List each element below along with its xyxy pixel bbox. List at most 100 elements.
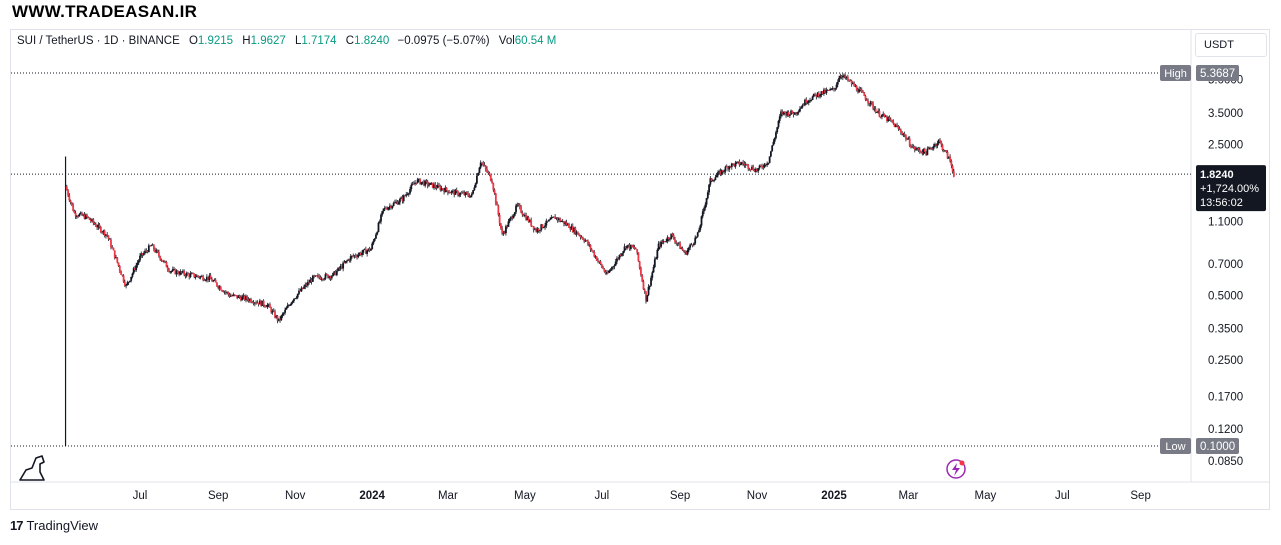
- candle-body: [888, 117, 891, 120]
- candle-body: [269, 304, 271, 308]
- tradingview-brand[interactable]: TradingView: [26, 518, 99, 533]
- candle-body: [693, 243, 695, 245]
- candle-body: [430, 182, 433, 184]
- candle-body: [393, 202, 396, 204]
- candle-body: [529, 219, 531, 222]
- candle-body: [354, 255, 357, 257]
- candle-body: [761, 165, 763, 168]
- candle-body: [262, 300, 265, 306]
- candle-body: [684, 251, 687, 253]
- candle-body: [98, 224, 101, 228]
- candle-body: [801, 105, 804, 108]
- open-value: 1.9215: [197, 35, 234, 47]
- candle-body: [96, 226, 98, 228]
- candle-body: [83, 214, 86, 219]
- candle-body: [116, 257, 119, 263]
- candle-body: [328, 276, 331, 279]
- candle-body: [174, 269, 177, 275]
- candle-body: [805, 99, 808, 104]
- candle-body: [386, 208, 389, 210]
- candle-body: [468, 195, 471, 198]
- candle-body: [878, 110, 881, 117]
- candle-body: [622, 251, 625, 254]
- symbol-title[interactable]: SUI / TetherUS · 1D · BINANCE: [17, 35, 180, 47]
- candle-body: [251, 302, 254, 304]
- candle-body: [657, 243, 660, 250]
- candle-body: [905, 134, 907, 140]
- candle-body: [715, 175, 718, 178]
- candle-body: [194, 276, 197, 278]
- candle-body: [735, 161, 738, 163]
- candle-body: [756, 169, 758, 172]
- candle-body: [590, 249, 593, 251]
- candle-body: [831, 88, 834, 89]
- candle-body: [540, 224, 543, 231]
- candle-body: [88, 217, 91, 220]
- candle-body: [211, 278, 213, 282]
- lightning-icon[interactable]: [946, 459, 966, 479]
- candle-body: [150, 245, 153, 247]
- candle-body: [797, 111, 800, 113]
- candle-body: [420, 182, 423, 185]
- candle-body: [882, 113, 885, 115]
- candle-body: [344, 260, 347, 263]
- candle-body: [927, 148, 930, 150]
- candle-body: [264, 305, 266, 307]
- candle-body: [517, 204, 520, 206]
- candle-body: [200, 276, 203, 277]
- candle-body: [507, 221, 510, 227]
- candle-body: [332, 273, 334, 277]
- dinosaur-icon[interactable]: [19, 455, 45, 481]
- candle-body: [452, 190, 454, 192]
- candle-body: [575, 231, 578, 235]
- candle-body: [923, 148, 926, 152]
- candle-body: [449, 192, 452, 194]
- candle-body: [236, 295, 239, 299]
- x-tick-label: May: [975, 490, 997, 502]
- candle-body: [488, 172, 491, 175]
- candle-body: [857, 90, 859, 93]
- candle-body: [796, 112, 799, 114]
- candle-body: [925, 151, 928, 156]
- candle-body: [661, 241, 664, 243]
- candle-body: [546, 220, 549, 222]
- candle-body: [612, 266, 615, 268]
- candle-body: [224, 291, 227, 293]
- candle-body: [611, 267, 613, 270]
- candle-body: [918, 149, 921, 152]
- candle-body: [473, 187, 476, 191]
- candle-body: [542, 227, 545, 228]
- candle-body: [944, 150, 946, 152]
- candle-body: [545, 220, 548, 226]
- candle-body: [785, 112, 787, 116]
- candle-body: [771, 145, 774, 152]
- candle-body: [624, 246, 627, 249]
- candle-body: [843, 75, 845, 76]
- candle-body: [618, 254, 621, 259]
- candle-body: [410, 184, 413, 190]
- candle-body: [79, 212, 82, 214]
- candle-body: [859, 89, 862, 90]
- candle-body: [444, 187, 447, 193]
- high-value: 1.9627: [250, 35, 286, 47]
- candle-body: [936, 143, 939, 146]
- candle-body: [629, 244, 632, 250]
- candle-body: [144, 250, 146, 254]
- candle-body: [621, 253, 623, 256]
- candle-body: [940, 142, 943, 145]
- candle-body: [367, 248, 370, 251]
- high-marker-value-bg: [1196, 65, 1239, 81]
- candle-body: [280, 315, 283, 321]
- candle-body: [523, 215, 526, 217]
- candle-body: [619, 254, 622, 256]
- tradingview-logo-icon[interactable]: 17: [10, 518, 24, 533]
- candle-body: [503, 232, 506, 234]
- candle-body: [775, 132, 777, 139]
- candle-body: [315, 275, 318, 277]
- candle-body: [412, 183, 415, 185]
- candle-body: [547, 219, 550, 222]
- candle-body: [91, 219, 93, 222]
- currency-button[interactable]: USDT: [1195, 33, 1267, 57]
- candle-body: [613, 265, 616, 267]
